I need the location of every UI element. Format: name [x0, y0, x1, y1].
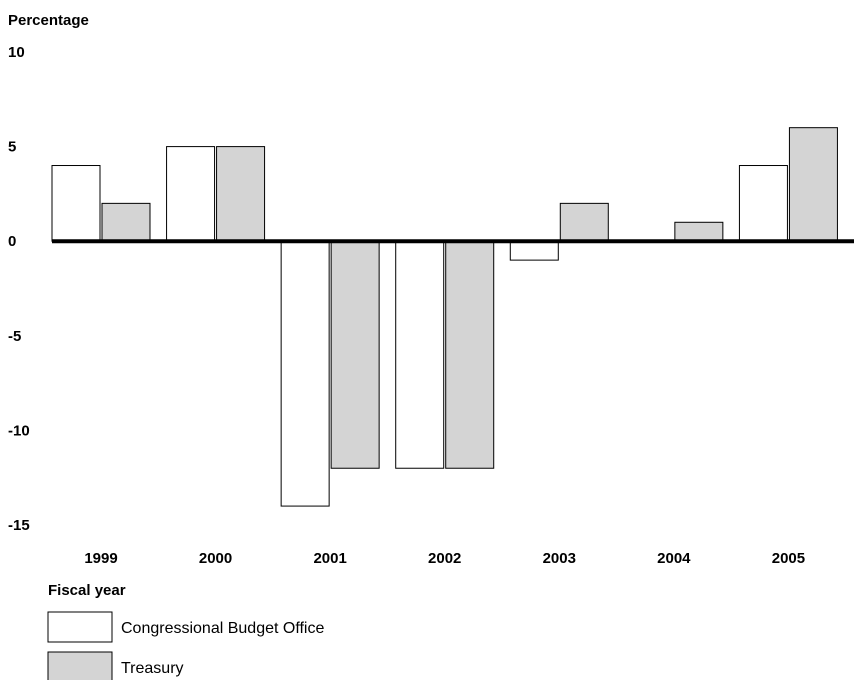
bar-treasury-2005: [788, 127, 838, 242]
y-tick-label: 5: [8, 139, 16, 156]
x-tick-label: 2005: [772, 550, 805, 567]
y-tick-label: -5: [8, 328, 21, 345]
y-tick-labels: 10 5 0 -5 -10 -15: [8, 44, 30, 534]
x-tick-label: 2004: [657, 550, 691, 567]
x-tick-label: 1999: [84, 550, 117, 567]
y-axis-title: Percentage: [8, 12, 89, 29]
legend-swatch-cbo: [47, 611, 113, 643]
x-axis-title: Fiscal year: [48, 582, 126, 599]
bar-treasury-2003: [559, 202, 609, 242]
x-tick-label: 2003: [543, 550, 576, 567]
bar-treasury-1999: [101, 202, 151, 242]
bars: [51, 127, 838, 507]
y-tick-label: -10: [8, 422, 30, 439]
bar-cbo-2005: [738, 165, 788, 242]
x-tick-label: 2002: [428, 550, 461, 567]
y-tick-label: -15: [8, 517, 30, 534]
bar-treasury-2000: [216, 146, 266, 242]
legend-swatch-treasury: [47, 651, 113, 680]
x-tick-label: 2000: [199, 550, 232, 567]
bar-treasury-2001: [330, 240, 380, 469]
legend-label-treasury: Treasury: [121, 660, 184, 677]
y-tick-label: 10: [8, 44, 25, 61]
x-tick-label: 2001: [313, 550, 346, 567]
x-tick-labels: 1999 2000 2001 2002 2003 2004 2005: [84, 550, 805, 567]
y-tick-label: 0: [8, 233, 16, 250]
bar-cbo-2001: [280, 240, 330, 507]
bar-cbo-2002: [395, 240, 445, 469]
bar-cbo-1999: [51, 165, 101, 242]
bar-cbo-2003: [509, 240, 559, 261]
legend: Congressional Budget Office Treasury: [47, 611, 324, 680]
bar-treasury-2004: [674, 221, 724, 242]
bar-treasury-2002: [445, 240, 495, 469]
legend-label-cbo: Congressional Budget Office: [121, 620, 324, 637]
bar-cbo-2000: [166, 146, 216, 242]
